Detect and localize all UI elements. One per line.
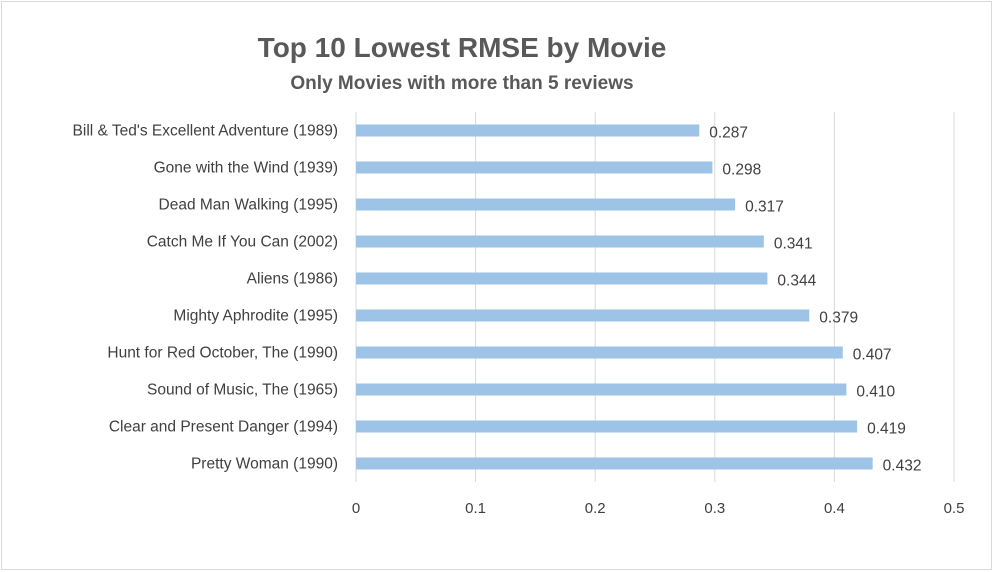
data-label: 0.407 <box>853 347 892 364</box>
category-label: Pretty Woman (1990) <box>191 456 338 473</box>
category-label: Sound of Music, The (1965) <box>147 382 338 399</box>
data-label: 0.287 <box>709 125 748 142</box>
data-label: 0.298 <box>722 162 761 179</box>
data-label: 0.379 <box>819 310 858 327</box>
category-label: Mighty Aphrodite (1995) <box>173 308 338 325</box>
bar <box>356 198 736 211</box>
bar <box>356 346 843 359</box>
data-label: 0.341 <box>774 236 813 253</box>
bar <box>356 124 700 137</box>
category-label: Clear and Present Danger (1994) <box>109 419 338 436</box>
bar <box>356 309 810 322</box>
bar <box>356 420 858 433</box>
x-tick-label: 0.3 <box>704 500 725 517</box>
x-tick-label: 0.4 <box>824 500 845 517</box>
x-tick-label: 0.1 <box>465 500 486 517</box>
bar <box>356 457 873 470</box>
category-label: Dead Man Walking (1995) <box>159 197 338 214</box>
data-label: 0.344 <box>777 273 816 290</box>
data-label: 0.410 <box>856 384 895 401</box>
data-label: 0.419 <box>867 421 906 438</box>
x-tick-label: 0.5 <box>944 500 965 517</box>
data-label: 0.432 <box>883 458 922 475</box>
bar <box>356 383 847 396</box>
bar <box>356 235 764 248</box>
bar <box>356 161 713 174</box>
chart-subtitle: Only Movies with more than 5 reviews <box>290 73 634 94</box>
chart-title: Top 10 Lowest RMSE by Movie <box>257 32 667 63</box>
category-label: Gone with the Wind (1939) <box>154 160 338 177</box>
category-label: Catch Me If You Can (2002) <box>147 234 338 251</box>
category-label: Bill & Ted's Excellent Adventure (1989) <box>73 123 338 140</box>
bar <box>356 272 768 285</box>
x-tick-label: 0.2 <box>585 500 606 517</box>
x-tick-label: 0 <box>352 500 360 517</box>
category-label: Aliens (1986) <box>247 271 338 288</box>
category-label: Hunt for Red October, The (1990) <box>107 345 338 362</box>
data-label: 0.317 <box>745 199 784 216</box>
